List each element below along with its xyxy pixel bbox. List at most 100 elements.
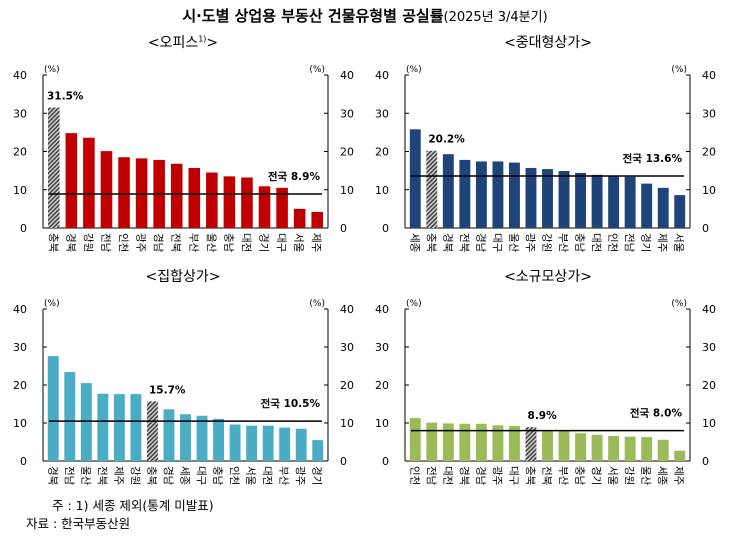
figure-title: 시·도별 상업용 부동산 건물유형별 공실률(2025년 3/4분기) <box>0 5 730 26</box>
chart-title-aggregate-store: <집합상가> <box>145 269 221 285</box>
category-label: 인천 <box>228 466 240 485</box>
category-label: 대구 <box>507 466 519 486</box>
right-tick-label: 40 <box>340 303 354 316</box>
highlight-bar <box>426 150 438 228</box>
bar <box>591 434 603 461</box>
bar <box>206 172 218 228</box>
left-unit-label: (%) <box>406 299 422 309</box>
bar <box>492 161 504 228</box>
footnote: 주 : 1) 세종 제외(통계 미발표) <box>52 498 214 513</box>
bar <box>558 430 570 461</box>
right-tick-label: 10 <box>702 184 716 197</box>
category-label: 서울 <box>293 233 305 253</box>
chart-0: 0 0 10 10 20 20 30 30 40 40 (%) (%) 충북 31.5% 경북 강원 전남 인천 광… <box>13 65 354 253</box>
category-label: 세종 <box>179 466 191 486</box>
category-label: 대구 <box>491 233 503 253</box>
bar <box>608 176 620 228</box>
bar <box>442 154 454 228</box>
bar <box>196 415 208 461</box>
category-label: 경북 <box>46 466 59 486</box>
left-tick-label: 30 <box>375 107 389 120</box>
category-label: 충북 <box>524 466 536 486</box>
bar <box>312 440 324 461</box>
left-tick-label: 0 <box>20 455 27 468</box>
bar <box>591 174 603 228</box>
category-label: 충남 <box>574 233 586 253</box>
left-tick-label: 0 <box>382 222 389 235</box>
category-label: 경남 <box>474 466 487 486</box>
bar <box>293 208 306 228</box>
title-main: 시·도별 상업용 부동산 건물유형별 공실률 <box>182 7 444 25</box>
bar <box>641 437 653 461</box>
bar <box>223 176 236 228</box>
category-label: 광주 <box>491 466 503 486</box>
category-label: 전남 <box>99 233 111 253</box>
bar <box>295 428 307 461</box>
left-unit-label: (%) <box>44 65 60 75</box>
bar <box>180 414 191 461</box>
bar <box>525 167 537 228</box>
source: 자료 : 한국부동산원 <box>26 516 131 531</box>
bar <box>492 425 504 461</box>
category-label: 대구 <box>195 466 207 486</box>
bar <box>276 187 288 228</box>
category-label: 부산 <box>557 233 569 253</box>
right-tick-label: 20 <box>702 379 716 392</box>
bar <box>674 450 686 461</box>
chart-3: 0 0 10 10 20 20 30 30 40 40 (%) (%) 인천 전남 대전 경북 경남 광주 대구 충북… <box>375 299 716 486</box>
right-tick-label: 20 <box>340 379 354 392</box>
bar <box>508 162 520 228</box>
chart-title-small-store: <소규모상가> <box>504 269 592 285</box>
right-tick-label: 40 <box>702 69 716 82</box>
bar <box>64 372 76 461</box>
category-label: 경남 <box>162 466 175 486</box>
bar <box>542 169 553 228</box>
category-label: 경기 <box>640 233 653 252</box>
bar <box>459 159 471 228</box>
highlight-bar <box>47 107 60 228</box>
highlight-bar <box>525 427 537 461</box>
bar <box>475 423 487 461</box>
category-label: 세종 <box>656 466 668 486</box>
left-tick-label: 40 <box>375 69 389 82</box>
category-label: 제주 <box>112 466 124 486</box>
category-label: 전남 <box>63 466 75 486</box>
category-label: 제주 <box>310 233 322 253</box>
right-unit-label: (%) <box>671 299 687 309</box>
bar <box>100 151 113 228</box>
left-tick-label: 10 <box>13 184 27 197</box>
bar <box>624 176 636 228</box>
category-label: 울산 <box>507 233 519 253</box>
category-label: 전북 <box>458 233 470 253</box>
category-label: 전북 <box>541 466 553 486</box>
bar <box>641 183 653 228</box>
bar <box>657 187 669 228</box>
bar <box>542 430 553 461</box>
category-label: 인천 <box>607 233 619 252</box>
bar <box>65 133 78 228</box>
category-label: 충남 <box>222 233 234 253</box>
bar <box>213 418 225 461</box>
category-label: 강원 <box>82 233 94 252</box>
category-label: 경북 <box>441 233 454 253</box>
category-label: 전북 <box>96 466 108 486</box>
category-label: 광주 <box>524 233 536 253</box>
average-label: 전국 8.0% <box>630 407 683 420</box>
right-tick-label: 30 <box>702 341 716 354</box>
bar <box>657 439 669 461</box>
right-tick-label: 30 <box>340 341 354 354</box>
left-tick-label: 30 <box>13 107 27 120</box>
category-label: 울산 <box>640 466 652 486</box>
bar <box>170 163 183 228</box>
left-tick-label: 20 <box>13 379 27 392</box>
bar <box>279 427 291 461</box>
category-label: 경남 <box>474 233 487 253</box>
category-label: 충북 <box>425 233 437 253</box>
category-label: 대전 <box>441 466 453 485</box>
category-label: 부산 <box>278 466 290 486</box>
category-label: 광주 <box>135 233 147 253</box>
category-label: 전남 <box>623 233 635 253</box>
chart-title-large-store: <중대형상가> <box>504 35 592 51</box>
